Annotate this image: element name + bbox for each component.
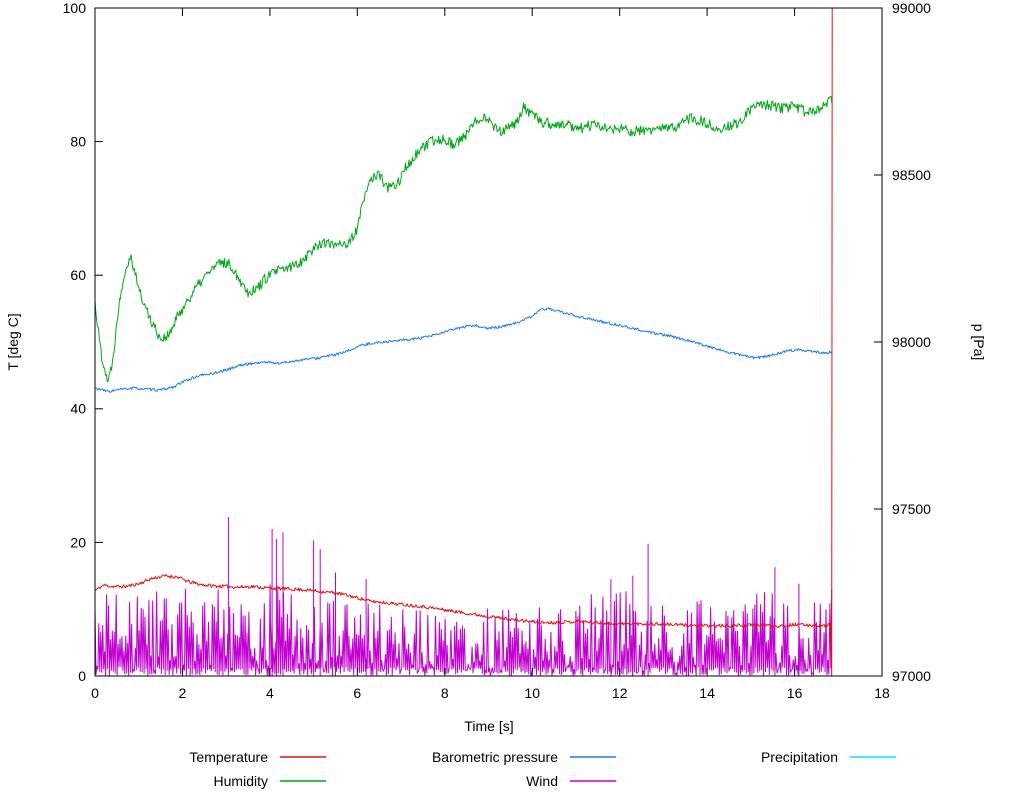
x-tick-label: 6	[353, 685, 361, 701]
y-right-tick-label: 98000	[892, 334, 931, 350]
y-right-tick-label: 97500	[892, 501, 931, 517]
x-tick-label: 16	[787, 685, 803, 701]
legend-label-precipitation: Precipitation	[761, 749, 838, 765]
x-tick-label: 14	[699, 685, 715, 701]
x-tick-label: 0	[91, 685, 99, 701]
x-tick-label: 18	[874, 685, 890, 701]
series-humidity	[94, 95, 833, 382]
x-axis-label: Time [s]	[464, 718, 513, 734]
x-tick-label: 8	[441, 685, 449, 701]
legend-label-barometric-pressure: Barometric pressure	[432, 749, 558, 765]
x-tick-label: 4	[266, 685, 274, 701]
y-right-axis-label: p [Pa]	[971, 324, 987, 361]
x-tick-label: 12	[612, 685, 628, 701]
y-right-tick-label: 97000	[892, 668, 931, 684]
y-right-tick-label: 98500	[892, 167, 931, 183]
y-left-tick-label: 20	[70, 534, 86, 550]
y-left-tick-label: 60	[70, 267, 86, 283]
y-left-tick-label: 100	[63, 0, 87, 16]
x-tick-label: 2	[179, 685, 187, 701]
y-left-tick-label: 80	[70, 134, 86, 150]
series-temperature	[94, 7, 833, 677]
legend-label-wind: Wind	[526, 773, 558, 789]
legend-label-humidity: Humidity	[214, 773, 268, 789]
y-left-tick-label: 0	[78, 668, 86, 684]
x-tick-label: 10	[524, 685, 540, 701]
plot-border	[94, 7, 883, 677]
y-right-tick-label: 99000	[892, 0, 931, 16]
y-left-axis-label: T [deg C]	[5, 313, 21, 370]
series-barometric-pressure	[94, 307, 833, 393]
legend-label-temperature: Temperature	[189, 749, 268, 765]
y-left-tick-label: 40	[70, 401, 86, 417]
series-wind-band	[94, 584, 833, 677]
series-wind-spikes	[227, 517, 800, 676]
